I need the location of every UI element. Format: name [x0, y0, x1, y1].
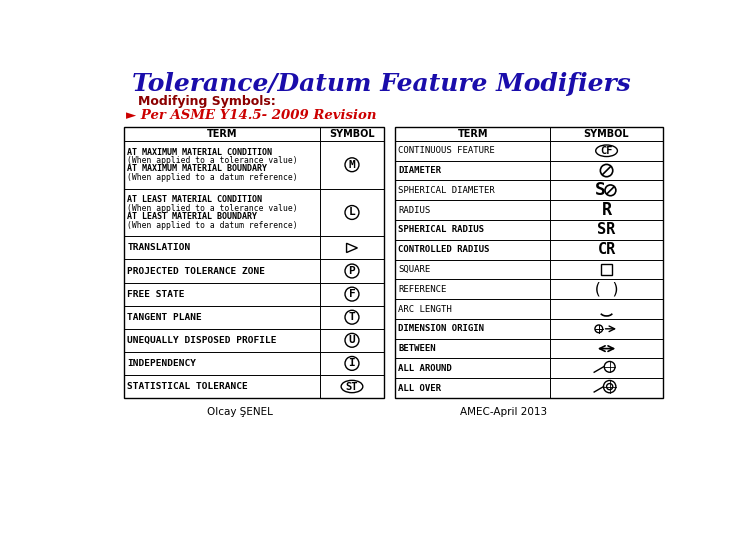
- Text: R: R: [601, 201, 612, 219]
- Text: BETWEEN: BETWEEN: [399, 344, 436, 353]
- Text: Modifying Symbols:: Modifying Symbols:: [138, 95, 276, 108]
- Text: SYMBOL: SYMBOL: [584, 129, 630, 139]
- Text: AT LEAST MATERIAL BOUNDARY: AT LEAST MATERIAL BOUNDARY: [127, 212, 257, 221]
- Text: DIAMETER: DIAMETER: [399, 166, 442, 175]
- Text: TRANSLATION: TRANSLATION: [127, 243, 191, 252]
- Text: ALL AROUND: ALL AROUND: [399, 364, 452, 373]
- Text: ST: ST: [346, 382, 358, 392]
- Text: AMEC-April 2013: AMEC-April 2013: [460, 407, 548, 417]
- Text: Tolerance/Datum Feature Modifiers: Tolerance/Datum Feature Modifiers: [132, 72, 631, 96]
- Text: SPHERICAL DIAMETER: SPHERICAL DIAMETER: [399, 186, 495, 195]
- Text: ARC LENGTH: ARC LENGTH: [399, 305, 452, 314]
- Text: SR: SR: [597, 223, 615, 237]
- Text: STATISTICAL TOLERANCE: STATISTICAL TOLERANCE: [127, 382, 248, 391]
- Text: M: M: [349, 160, 355, 170]
- Text: ( ): ( ): [593, 282, 621, 297]
- Bar: [396, 127, 663, 398]
- Text: SPHERICAL RADIUS: SPHERICAL RADIUS: [399, 225, 484, 234]
- Text: U: U: [349, 335, 355, 345]
- Text: P: P: [349, 266, 355, 276]
- Text: T: T: [349, 312, 355, 322]
- Text: FREE STATE: FREE STATE: [127, 290, 185, 299]
- Text: TANGENT PLANE: TANGENT PLANE: [127, 312, 202, 322]
- Text: AT MAXIMUM MATERIAL CONDITION: AT MAXIMUM MATERIAL CONDITION: [127, 147, 272, 157]
- Text: CONTINUOUS FEATURE: CONTINUOUS FEATURE: [399, 146, 495, 155]
- Text: L: L: [349, 208, 355, 218]
- Text: ALL OVER: ALL OVER: [399, 384, 442, 393]
- Text: TERM: TERM: [207, 129, 238, 139]
- Text: RADIUS: RADIUS: [399, 205, 431, 215]
- Text: TERM: TERM: [457, 129, 488, 139]
- Bar: [124, 127, 384, 398]
- Text: S: S: [595, 181, 606, 199]
- Bar: [601, 264, 612, 275]
- Text: Olcay ŞENEL: Olcay ŞENEL: [207, 407, 273, 417]
- Text: (When applied to a datum reference): (When applied to a datum reference): [127, 173, 298, 182]
- Text: CF: CF: [600, 146, 613, 156]
- Text: AT LEAST MATERIAL CONDITION: AT LEAST MATERIAL CONDITION: [127, 195, 262, 204]
- Text: DIMENSION ORIGIN: DIMENSION ORIGIN: [399, 324, 484, 333]
- Text: (When applied to a tolerance value): (When applied to a tolerance value): [127, 204, 298, 213]
- Text: PROJECTED TOLERANCE ZONE: PROJECTED TOLERANCE ZONE: [127, 267, 265, 276]
- Text: CR: CR: [597, 242, 615, 257]
- Text: AT MAXIMUM MATERIAL BOUNDARY: AT MAXIMUM MATERIAL BOUNDARY: [127, 165, 267, 174]
- Text: INDEPENDENCY: INDEPENDENCY: [127, 359, 196, 368]
- Text: (When applied to a datum reference): (When applied to a datum reference): [127, 221, 298, 230]
- Text: REFERENCE: REFERENCE: [399, 285, 447, 294]
- Text: SYMBOL: SYMBOL: [329, 129, 375, 139]
- Text: I: I: [349, 358, 355, 368]
- Text: UNEQUALLY DISPOSED PROFILE: UNEQUALLY DISPOSED PROFILE: [127, 336, 276, 345]
- Text: F: F: [349, 289, 355, 299]
- Text: (When applied to a tolerance value): (When applied to a tolerance value): [127, 156, 298, 165]
- Text: SQUARE: SQUARE: [399, 265, 431, 274]
- Text: CONTROLLED RADIUS: CONTROLLED RADIUS: [399, 245, 490, 254]
- Text: ► Per ASME Y14.5- 2009 Revision: ► Per ASME Y14.5- 2009 Revision: [126, 109, 376, 122]
